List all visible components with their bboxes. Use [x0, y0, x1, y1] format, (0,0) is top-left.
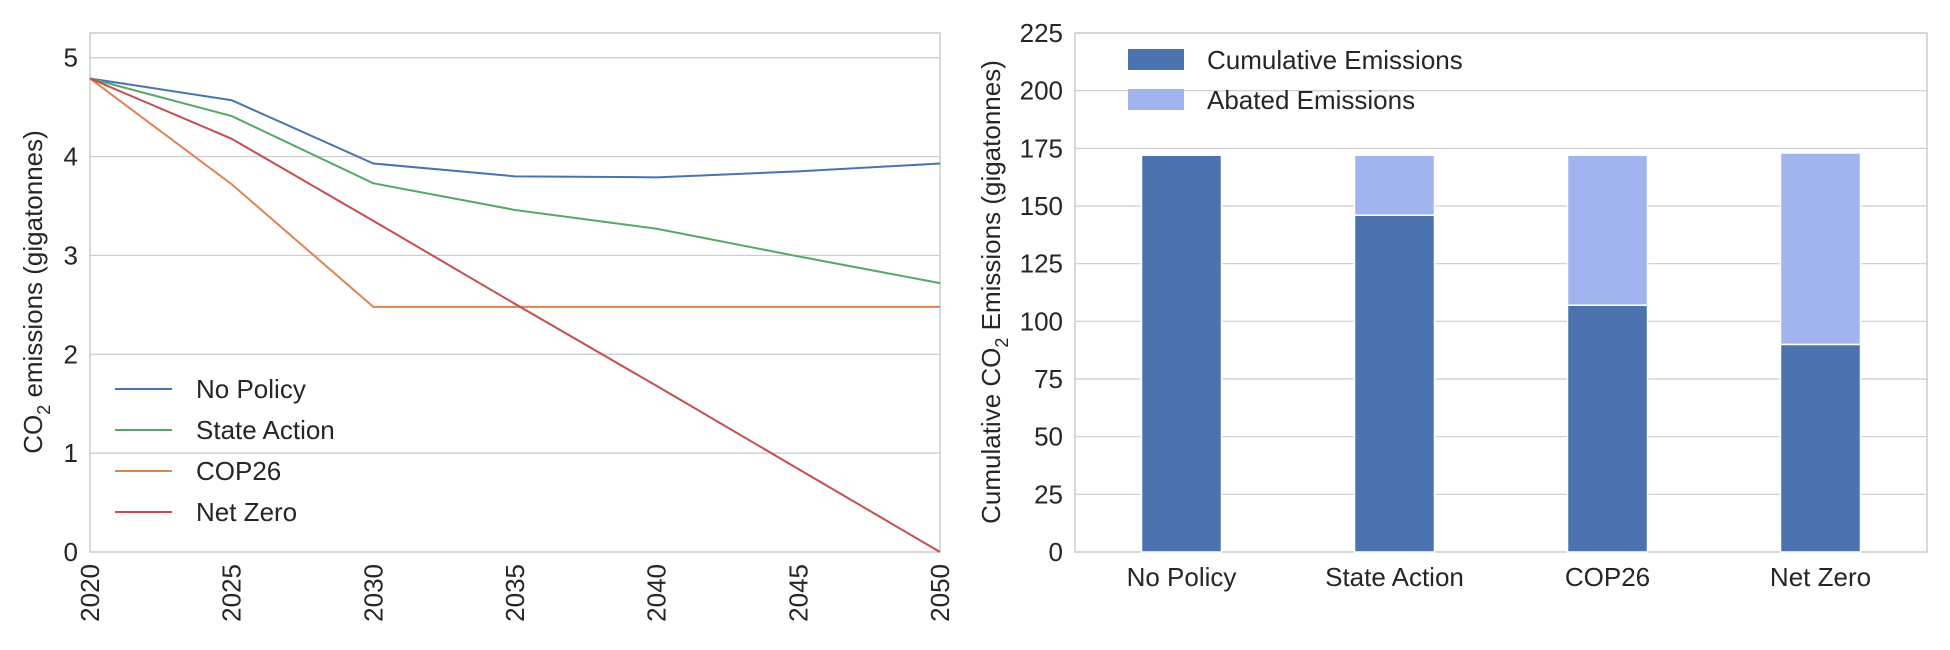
- y-tick-label: 225: [1020, 18, 1063, 48]
- y-tick-label: 150: [1020, 191, 1063, 221]
- legend-label: State Action: [196, 415, 335, 445]
- y-axis-label: Cumulative CO2 Emissions (gigatonnes): [976, 60, 1012, 524]
- y-axis-label-prefix: Cumulative CO: [976, 348, 1006, 524]
- bar-cumulative-emissions-state-action: [1353, 214, 1436, 553]
- y-tick-label: 0: [1049, 537, 1063, 567]
- legend-label: Net Zero: [196, 497, 297, 527]
- y-tick-label: 2: [64, 339, 78, 369]
- y-tick-label: 1: [64, 438, 78, 468]
- y-tick-label: 50: [1034, 422, 1063, 452]
- x-tick-label: No Policy: [1127, 562, 1237, 592]
- bar-abated-emissions-state-action: [1353, 154, 1436, 216]
- legend-label: Abated Emissions: [1207, 85, 1415, 115]
- bar-cumulative-emissions-net-zero: [1779, 343, 1862, 553]
- cumulative-emissions-bar-chart: 0 25 50 75 100 125 150 175 200 225 No Policy State …: [976, 18, 1928, 592]
- y-tick-label: 200: [1020, 76, 1063, 106]
- x-tick-label: 2020: [75, 564, 105, 622]
- x-tick-label: COP26: [1565, 562, 1650, 592]
- bar-abated-emissions-cop26: [1566, 154, 1649, 306]
- y-tick-label: 175: [1020, 133, 1063, 163]
- series-line-cop26: [89, 77, 940, 308]
- y-tick-label: 4: [64, 142, 78, 172]
- legend-label: No Policy: [196, 374, 306, 404]
- emissions-line-chart: 0 1 2 3 4 5 2020 2025 2030 2035 2040 2045 2050 No Pol…: [18, 32, 955, 622]
- y-axis-label: CO2 emissions (gigatonnes): [18, 130, 54, 454]
- x-tick-label: 2035: [500, 564, 530, 622]
- bar-cumulative-emissions-cop26: [1566, 304, 1649, 553]
- y-tick-label: 25: [1034, 479, 1063, 509]
- x-tick-label: Net Zero: [1770, 562, 1871, 592]
- y-axis-label-prefix: CO: [18, 415, 48, 454]
- y-axis-label-subscript: 2: [34, 405, 54, 415]
- x-tick-label: 2045: [783, 564, 813, 622]
- y-axis-label-suffix: Emissions (gigatonnes): [976, 60, 1006, 337]
- x-tick-label: 2030: [358, 564, 388, 622]
- y-axis-label-subscript: 2: [992, 338, 1012, 348]
- x-tick-label: 2025: [217, 564, 247, 622]
- legend-swatch: [1128, 49, 1184, 70]
- series-line-no-policy: [89, 77, 941, 179]
- y-tick-label: 3: [64, 240, 78, 270]
- y-tick-label: 0: [64, 537, 78, 567]
- x-tick-label: State Action: [1325, 562, 1464, 592]
- legend: No Policy State Action COP26 Net Zero: [115, 374, 335, 527]
- legend-label: COP26: [196, 456, 281, 486]
- legend-label: Cumulative Emissions: [1207, 45, 1463, 75]
- y-tick-label: 5: [64, 43, 78, 73]
- legend: Cumulative Emissions Abated Emissions: [1128, 45, 1463, 115]
- bar-cumulative-emissions-no-policy: [1140, 154, 1223, 553]
- y-tick-label: 100: [1020, 306, 1063, 336]
- series-line-net-zero: [89, 77, 941, 553]
- bar-abated-emissions-net-zero: [1779, 152, 1862, 346]
- legend-swatch: [1128, 89, 1184, 110]
- series-line-state-action: [89, 77, 941, 285]
- x-tick-label: 2050: [925, 564, 955, 622]
- y-tick-label: 125: [1020, 249, 1063, 279]
- y-tick-label: 75: [1034, 364, 1063, 394]
- x-tick-label: 2040: [642, 564, 672, 622]
- y-axis-label-suffix: emissions (gigatonnes): [18, 130, 48, 405]
- plot-area: [89, 32, 941, 553]
